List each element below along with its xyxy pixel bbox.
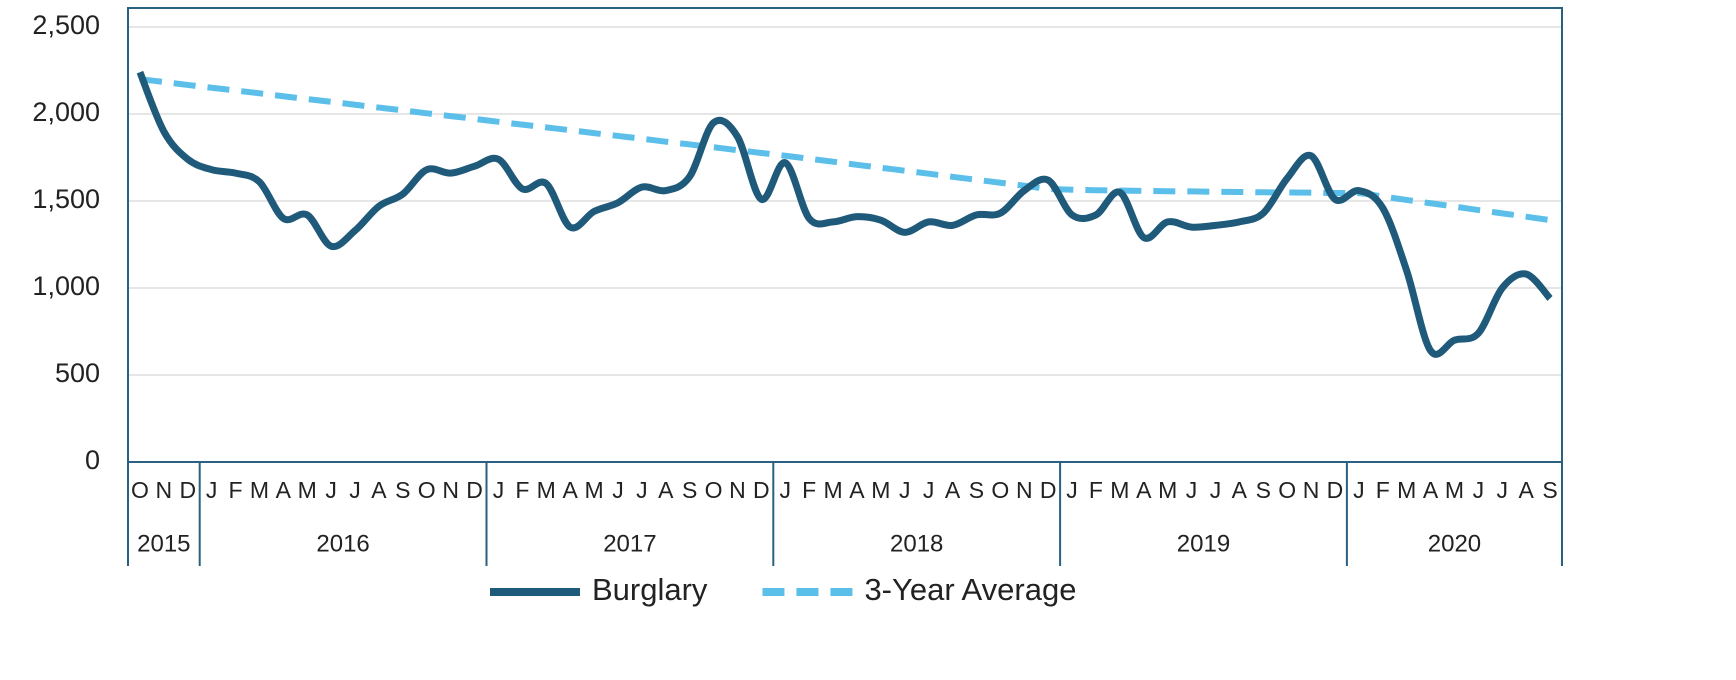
x-tick-label: J xyxy=(899,477,911,503)
x-tick-label: F xyxy=(229,477,243,503)
x-tick-label: O xyxy=(705,477,723,503)
x-tick-label: F xyxy=(515,477,529,503)
x-tick-label: M xyxy=(1158,477,1177,503)
x-tick-label: M xyxy=(1110,477,1129,503)
year-label: 2020 xyxy=(1428,530,1481,557)
x-tick-label: A xyxy=(945,477,961,503)
x-tick-label: D xyxy=(1040,477,1057,503)
year-label: 2016 xyxy=(316,530,369,557)
x-tick-label: J xyxy=(493,477,505,503)
x-tick-label: M xyxy=(250,477,269,503)
x-tick-label: J xyxy=(612,477,624,503)
x-tick-label: O xyxy=(991,477,1009,503)
x-tick-label: J xyxy=(1353,477,1365,503)
x-tick-label: D xyxy=(179,477,196,503)
year-label: 2019 xyxy=(1177,530,1230,557)
year-label: 2018 xyxy=(890,530,943,557)
x-tick-label: O xyxy=(1278,477,1296,503)
x-tick-label: M xyxy=(298,477,317,503)
x-tick-label: D xyxy=(466,477,483,503)
x-tick-label: S xyxy=(969,477,984,503)
x-tick-label: A xyxy=(562,477,578,503)
y-tick-label: 1,000 xyxy=(32,271,100,301)
x-tick-label: S xyxy=(395,477,410,503)
x-tick-label: M xyxy=(1445,477,1464,503)
x-tick-label: A xyxy=(1136,477,1152,503)
x-tick-label: J xyxy=(1497,477,1509,503)
x-tick-label: J xyxy=(1066,477,1078,503)
x-tick-label: J xyxy=(1210,477,1222,503)
x-tick-label: A xyxy=(371,477,387,503)
year-label: 2017 xyxy=(603,530,656,557)
y-tick-label: 500 xyxy=(55,358,100,388)
x-tick-label: N xyxy=(1016,477,1033,503)
legend-label: 3-Year Average xyxy=(864,572,1076,607)
x-tick-label: A xyxy=(1518,477,1534,503)
x-tick-label: N xyxy=(1303,477,1320,503)
x-tick-label: J xyxy=(923,477,935,503)
x-tick-label: J xyxy=(1186,477,1198,503)
x-tick-label: D xyxy=(1327,477,1344,503)
x-tick-label: F xyxy=(1376,477,1390,503)
x-tick-label: M xyxy=(1397,477,1416,503)
y-tick-label: 0 xyxy=(85,445,100,475)
x-tick-label: S xyxy=(682,477,697,503)
x-tick-label: A xyxy=(1423,477,1439,503)
x-tick-label: O xyxy=(131,477,149,503)
x-tick-label: O xyxy=(418,477,436,503)
x-tick-label: J xyxy=(636,477,648,503)
x-tick-label: S xyxy=(1256,477,1271,503)
x-tick-label: M xyxy=(823,477,842,503)
x-tick-label: F xyxy=(1089,477,1103,503)
plot-frame xyxy=(127,7,1563,463)
y-tick-label: 2,000 xyxy=(32,97,100,127)
series-line xyxy=(136,70,1553,358)
x-tick-label: M xyxy=(537,477,556,503)
year-label: 2015 xyxy=(137,530,190,557)
x-tick-label: A xyxy=(658,477,674,503)
x-tick-label: J xyxy=(325,477,337,503)
x-tick-label: N xyxy=(442,477,459,503)
x-tick-label: J xyxy=(780,477,792,503)
x-tick-label: A xyxy=(1232,477,1248,503)
y-tick-label: 1,500 xyxy=(32,184,100,214)
legend-label: Burglary xyxy=(592,572,708,607)
x-tick-label: A xyxy=(849,477,865,503)
x-tick-label: A xyxy=(276,477,292,503)
x-tick-label: J xyxy=(206,477,218,503)
x-tick-label: D xyxy=(753,477,770,503)
x-tick-label: M xyxy=(871,477,890,503)
x-tick-label: J xyxy=(349,477,361,503)
x-tick-label: N xyxy=(729,477,746,503)
x-tick-label: F xyxy=(802,477,816,503)
x-tick-label: S xyxy=(1542,477,1557,503)
x-tick-label: J xyxy=(1473,477,1485,503)
x-tick-label: M xyxy=(584,477,603,503)
y-tick-label: 2,500 xyxy=(32,10,100,40)
series-line xyxy=(139,76,1551,224)
x-tick-label: N xyxy=(156,477,173,503)
